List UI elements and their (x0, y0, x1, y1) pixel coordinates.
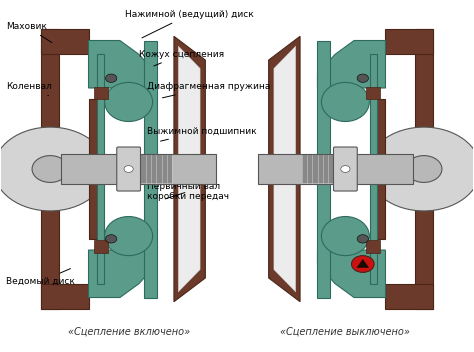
Text: Нажимной (ведущий) диск: Нажимной (ведущий) диск (125, 10, 254, 38)
Text: Ведомый диск: Ведомый диск (6, 269, 75, 286)
Circle shape (0, 127, 107, 211)
Bar (302, 155, 350, 183)
Circle shape (106, 235, 117, 243)
Bar (89, 99, 100, 239)
Bar (366, 87, 380, 99)
Bar (366, 240, 380, 253)
Circle shape (357, 235, 368, 243)
Polygon shape (356, 259, 369, 268)
Text: Кожух сцепления: Кожух сцепления (139, 50, 224, 66)
Polygon shape (269, 36, 300, 302)
Ellipse shape (321, 82, 369, 121)
Polygon shape (178, 46, 200, 292)
Bar (94, 87, 108, 99)
Text: Коленвал: Коленвал (6, 82, 52, 96)
FancyBboxPatch shape (334, 147, 357, 191)
Bar (258, 154, 413, 184)
Polygon shape (318, 40, 385, 88)
Bar (41, 29, 59, 309)
Text: Первичный вал
коробки передач: Первичный вал коробки передач (146, 182, 228, 201)
Polygon shape (274, 46, 296, 292)
Bar (144, 40, 156, 297)
Circle shape (352, 256, 374, 272)
Circle shape (357, 74, 368, 82)
Text: Маховик: Маховик (6, 22, 52, 43)
Circle shape (124, 165, 133, 172)
Circle shape (341, 165, 350, 172)
Polygon shape (318, 250, 385, 297)
Text: Выжимной подшипник: Выжимной подшипник (146, 127, 256, 141)
Circle shape (406, 156, 442, 182)
Bar (370, 55, 377, 284)
Bar (374, 99, 385, 239)
Polygon shape (174, 36, 205, 302)
Bar (61, 154, 216, 184)
Bar (384, 29, 433, 55)
Text: Диафрагменная пружина: Диафрагменная пружина (147, 82, 271, 98)
Polygon shape (89, 40, 156, 88)
Bar (124, 155, 172, 183)
Bar (97, 55, 104, 284)
Circle shape (32, 156, 68, 182)
Polygon shape (89, 250, 156, 297)
Bar (41, 284, 90, 309)
Bar (41, 29, 90, 55)
Text: «Сцепление выключено»: «Сцепление выключено» (281, 327, 410, 337)
Text: «Сцепление включено»: «Сцепление включено» (68, 327, 190, 337)
Circle shape (106, 74, 117, 82)
FancyBboxPatch shape (117, 147, 140, 191)
Bar (94, 240, 108, 253)
Ellipse shape (321, 216, 369, 256)
Ellipse shape (105, 216, 153, 256)
Bar (318, 40, 330, 297)
Circle shape (367, 127, 474, 211)
Bar (384, 284, 433, 309)
Bar (415, 29, 433, 309)
Ellipse shape (105, 82, 153, 121)
